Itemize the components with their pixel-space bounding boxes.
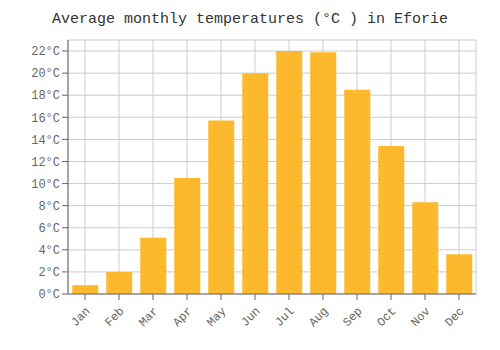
svg-text:Nov: Nov	[408, 305, 433, 330]
svg-text:Jul: Jul	[272, 305, 297, 330]
svg-text:Sep: Sep	[340, 305, 365, 330]
svg-text:6°C: 6°C	[38, 222, 60, 236]
svg-text:Apr: Apr	[170, 305, 195, 330]
html-text:Average monthly temperatures (: Average monthly temperatures (°C ) in Ef…	[52, 11, 448, 28]
svg-text:18°C: 18°C	[31, 89, 60, 103]
svg-text:0°C: 0°C	[38, 288, 60, 302]
svg-text:16°C: 16°C	[31, 112, 60, 126]
svg-text:Aug: Aug	[306, 305, 331, 330]
svg-text:Feb: Feb	[102, 305, 127, 330]
svg-text:22°C: 22°C	[31, 45, 60, 59]
svg-text:2°C: 2°C	[38, 266, 60, 280]
svg-text:14°C: 14°C	[31, 134, 60, 148]
svg-text:Dec: Dec	[442, 305, 467, 330]
svg-text:May: May	[204, 305, 229, 330]
svg-text:Oct: Oct	[374, 305, 399, 330]
svg-text:10°C: 10°C	[31, 178, 60, 192]
svg-text:4°C: 4°C	[38, 244, 60, 258]
svg-text:Mar: Mar	[136, 305, 161, 330]
svg-text:20°C: 20°C	[31, 67, 60, 81]
svg-text:Jan: Jan	[68, 305, 93, 330]
svg-text:Jun: Jun	[238, 305, 263, 330]
svg-text:12°C: 12°C	[31, 156, 60, 170]
svg-text:8°C: 8°C	[38, 200, 60, 214]
